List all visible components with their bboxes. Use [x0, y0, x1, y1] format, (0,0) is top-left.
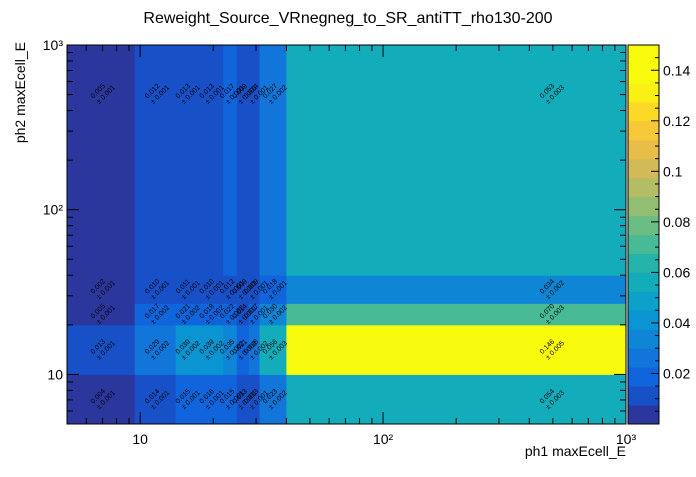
- colorbar-segment: [628, 348, 659, 368]
- heatmap-cell: [286, 374, 627, 425]
- colorbar-tick-label: 0.08: [663, 214, 690, 230]
- heatmap-cell: [196, 45, 224, 276]
- colorbar-segment: [628, 139, 659, 160]
- heatmap-cell: [236, 45, 250, 276]
- heatmap-cell: [223, 324, 238, 375]
- colorbar-segment: [628, 158, 659, 179]
- heatmap-cell: [67, 275, 136, 304]
- heatmap-cell: [248, 374, 260, 425]
- x-tick-label: 10²: [373, 431, 394, 447]
- colorbar-segment: [628, 82, 659, 103]
- colorbar-tick-label: 0.02: [663, 365, 690, 381]
- heatmap-cell: [196, 303, 224, 326]
- heatmap-cell: [236, 374, 250, 425]
- heatmap-cells: [67, 45, 627, 425]
- colorbar-segment: [628, 367, 659, 387]
- y-tick-label: 10: [47, 366, 63, 382]
- heatmap-cell: [175, 303, 197, 326]
- colorbar-tick-label: 0.04: [663, 315, 690, 331]
- heatmap-cell: [259, 324, 287, 375]
- heatmap-cell: [134, 374, 177, 425]
- heatmap-cell: [67, 374, 136, 425]
- heatmap-cell: [223, 275, 238, 304]
- x-tick-label: 10³: [616, 431, 637, 447]
- heatmap-cell: [286, 303, 627, 326]
- heatmap-cell: [248, 324, 260, 375]
- colorbar-segment: [628, 405, 659, 425]
- heatmap-cell: [134, 303, 177, 326]
- x-tick-label: 10: [132, 431, 148, 447]
- heatmap-cell: [67, 303, 136, 326]
- heatmap-cell: [248, 303, 260, 326]
- colorbar-segment: [628, 177, 659, 198]
- heatmap-cell: [196, 275, 224, 304]
- heatmap-cell: [134, 45, 177, 276]
- heatmap-cell: [236, 324, 250, 375]
- y-axis-label: ph2 maxEcell_E: [12, 42, 28, 143]
- heatmap-cell: [259, 275, 287, 304]
- heatmap-cell: [223, 303, 238, 326]
- colorbar-segment: [628, 45, 659, 65]
- x-axis-label: ph1 maxEcell_E: [525, 443, 626, 459]
- heatmap-cell: [236, 275, 250, 304]
- colorbar-segment: [628, 310, 659, 330]
- heatmap-cell: [175, 374, 197, 425]
- chart-title: Reweight_Source_VRnegneg_to_SR_antiTT_rh…: [143, 10, 552, 27]
- colorbar-segment: [628, 253, 659, 273]
- colorbar-tick-label: 0.14: [663, 62, 690, 78]
- heatmap-cell: [134, 324, 177, 375]
- heatmap-cell: [175, 324, 197, 375]
- colorbar-tick-label: 0.12: [663, 113, 690, 129]
- heatmap-cell: [248, 275, 260, 304]
- plot-frame: [66, 44, 627, 425]
- heatmap-cell: [223, 45, 238, 276]
- heatmap-cell: [259, 374, 287, 425]
- heatmap-cell: [67, 45, 136, 276]
- heatmap-cell: [196, 324, 224, 375]
- heatmap-cell: [196, 374, 224, 425]
- heatmap-cell: [175, 275, 197, 304]
- heatmap-cell: [236, 303, 250, 326]
- axes: 10 10² 10³ 10 10² 10³: [43, 37, 637, 447]
- colorbar-segment: [628, 386, 659, 406]
- heatmap-cell: [67, 324, 136, 375]
- colorbar-segment: [628, 63, 659, 84]
- heatmap-cell: [286, 324, 627, 375]
- colorbar-segment: [628, 215, 659, 235]
- y-tick-label: 10²: [43, 202, 64, 218]
- colorbar-segment: [628, 120, 659, 141]
- colorbar-tick-label: 0.06: [663, 264, 690, 280]
- colorbar-segment: [628, 101, 659, 122]
- heatmap-cell: [259, 303, 287, 326]
- colorbar: 0.02 0.04 0.06 0.08 0.1 0.12 0.14: [627, 44, 690, 425]
- colorbar-segment: [628, 196, 659, 217]
- heatmap-cell: [175, 45, 197, 276]
- colorbar-segment: [628, 234, 659, 254]
- colorbar-tick-label: 0.1: [663, 163, 683, 179]
- y-tick-label: 10³: [43, 37, 64, 53]
- colorbar-segment: [628, 272, 659, 292]
- heatmap-cell: [223, 374, 238, 425]
- colorbar-segment: [628, 329, 659, 349]
- heatmap-cell: [259, 45, 287, 276]
- heatmap-cell: [286, 275, 627, 304]
- heatmap-cell: [286, 45, 627, 276]
- heatmap-cell: [248, 45, 260, 276]
- heatmap-cell: [134, 275, 177, 304]
- colorbar-segment: [628, 291, 659, 311]
